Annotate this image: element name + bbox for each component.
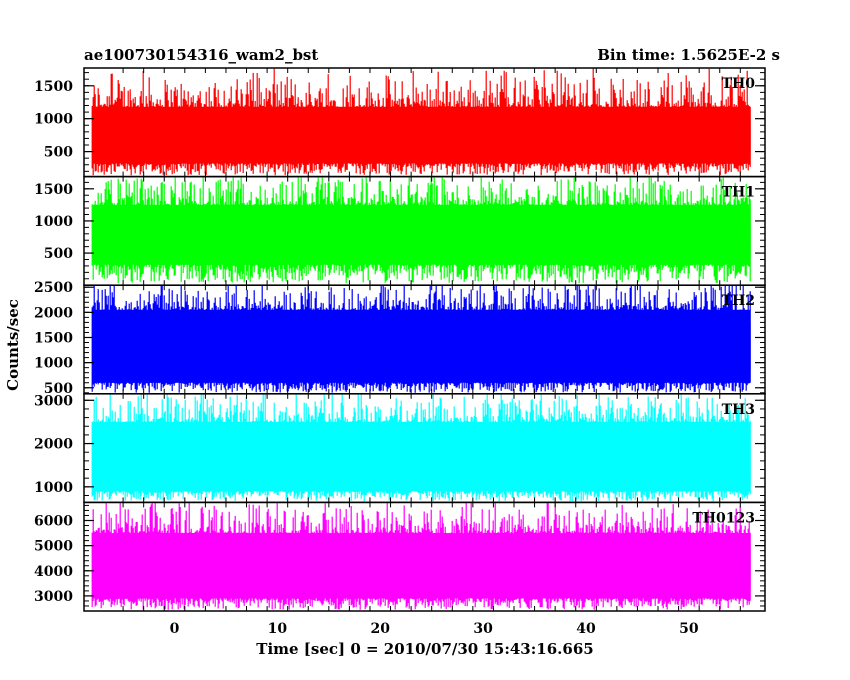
y-tick-label: 1000 bbox=[34, 356, 73, 372]
x-axis-label: Time [sec] 0 = 2010/07/30 15:43:16.665 bbox=[256, 640, 593, 658]
panels-group: 500 1000 1500 TH0 500 1000 1500 TH1 500 1000 1500 2… bbox=[34, 67, 766, 612]
x-tick-label: 20 bbox=[371, 621, 391, 637]
panel-frame bbox=[83, 501, 766, 612]
series-core-th3 bbox=[92, 434, 751, 479]
panel-label: TH1 bbox=[722, 185, 755, 201]
y-tick-label: 5000 bbox=[34, 539, 73, 555]
panel-th0123: 3000 4000 5000 6000 TH0123 bbox=[34, 501, 766, 612]
x-tick-label: 0 bbox=[170, 621, 180, 637]
panel-th1: 500 1000 1500 TH1 bbox=[34, 175, 766, 286]
y-tick-label: 1000 bbox=[34, 480, 73, 496]
series-core-th1 bbox=[92, 215, 751, 254]
y-axis-label: Counts/sec bbox=[4, 299, 22, 391]
y-tick-label: 500 bbox=[44, 381, 73, 397]
y-tick-label: 6000 bbox=[34, 514, 73, 530]
chart-title-right: Bin time: 1.5625E-2 s bbox=[597, 46, 780, 64]
y-tick-label: 2000 bbox=[34, 437, 73, 453]
y-tick-label: 1000 bbox=[34, 112, 73, 128]
y-tick-label: 1000 bbox=[34, 214, 73, 230]
panel-label: TH3 bbox=[722, 402, 755, 418]
y-tick-label: 3000 bbox=[34, 589, 73, 605]
series-core-th2 bbox=[92, 322, 751, 370]
x-tick-label: 30 bbox=[473, 621, 493, 637]
panel-label: TH0 bbox=[722, 76, 756, 92]
x-tick-label: 50 bbox=[679, 621, 699, 637]
panel-th0: 500 1000 1500 TH0 bbox=[34, 67, 766, 178]
x-tick-label: 40 bbox=[576, 621, 596, 637]
panel-th3: 1000 2000 3000 TH3 bbox=[34, 393, 766, 504]
y-tick-label: 1500 bbox=[34, 79, 73, 95]
series-core-th0123 bbox=[92, 544, 751, 587]
y-tick-label: 2500 bbox=[34, 280, 73, 296]
x-tick-label: 10 bbox=[268, 621, 288, 637]
panel-label: TH2 bbox=[722, 293, 755, 309]
y-tick-label: 1500 bbox=[34, 330, 73, 346]
y-tick-label: 4000 bbox=[34, 564, 73, 580]
y-tick-label: 500 bbox=[44, 145, 73, 161]
y-tick-label: 500 bbox=[44, 246, 73, 262]
panel-th2: 500 1000 1500 2000 2500 TH2 bbox=[34, 280, 766, 397]
x-axis: 0 10 20 30 40 50 bbox=[170, 621, 699, 637]
series-core-th0 bbox=[92, 117, 751, 154]
panel-label: TH0123 bbox=[692, 510, 755, 526]
y-tick-label: 2000 bbox=[34, 305, 73, 321]
chart-title-left: ae100730154316_wam2_bst bbox=[84, 46, 318, 64]
y-tick-label: 1500 bbox=[34, 182, 73, 198]
y-tick-label: 3000 bbox=[34, 393, 73, 409]
